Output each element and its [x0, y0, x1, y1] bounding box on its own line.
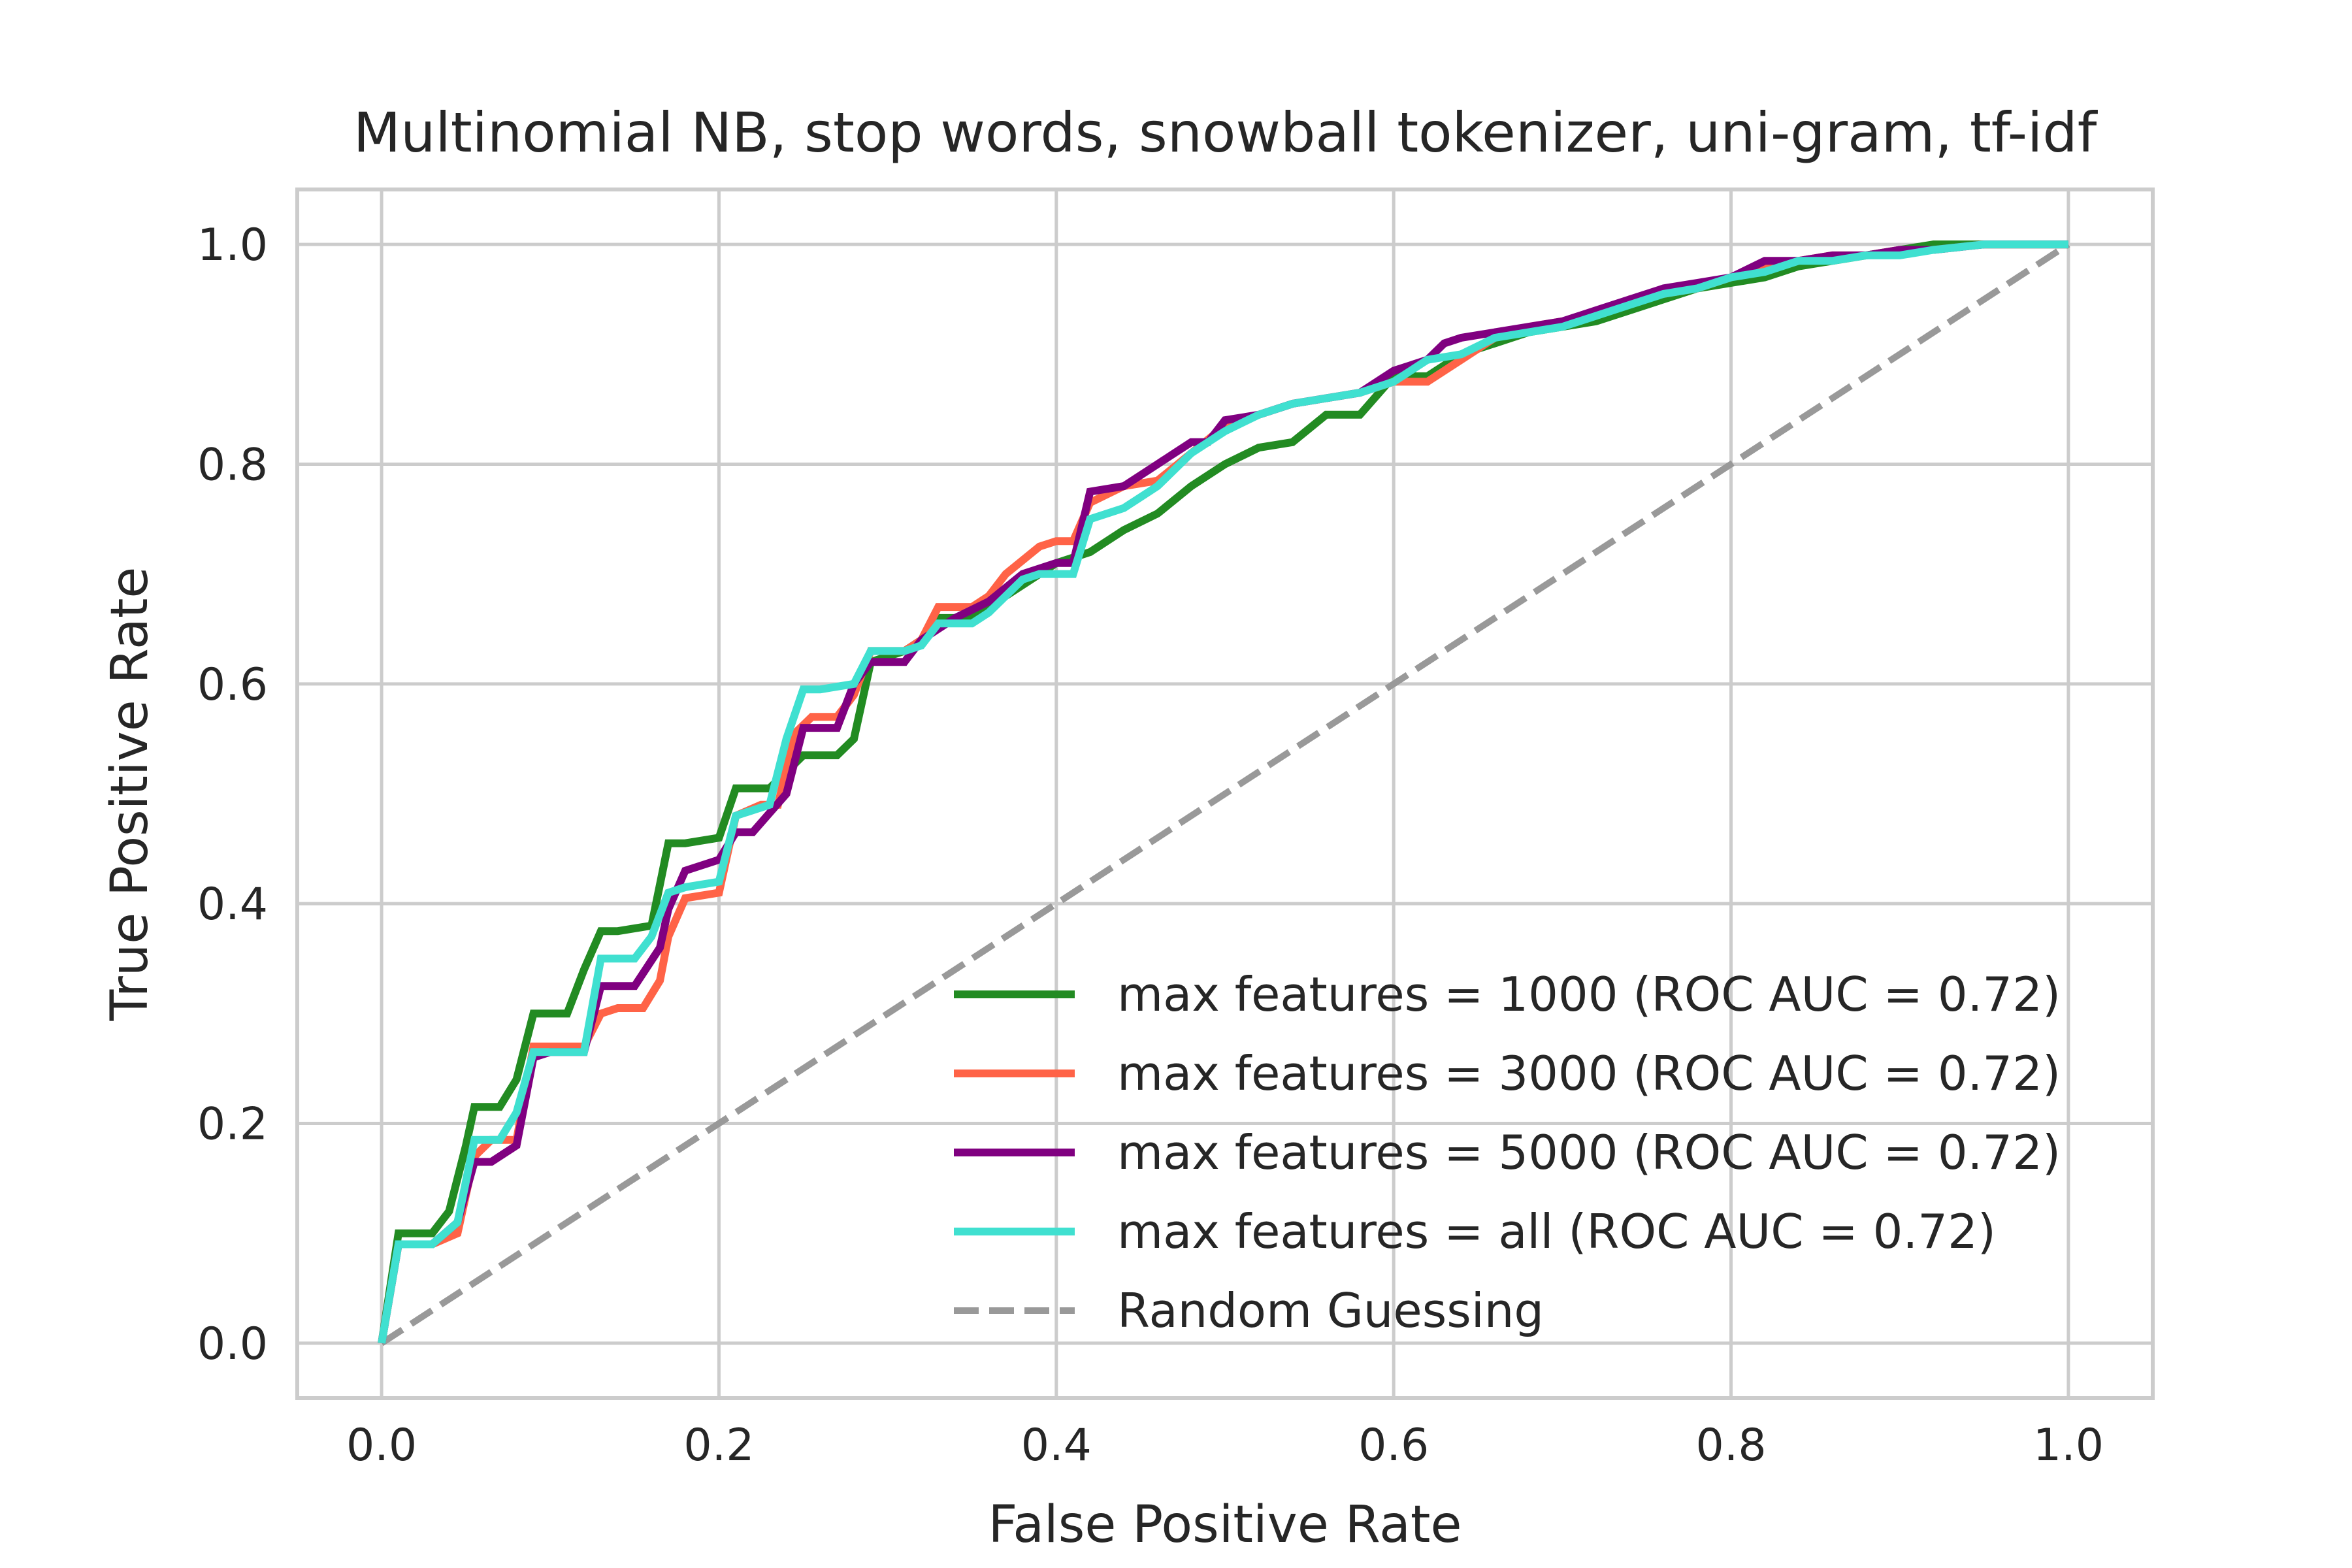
- random-guessing-line: [380, 241, 2070, 1347]
- legend-label-random-guessing: Random Guessing: [1117, 1283, 1544, 1338]
- y-tick-label: 0.8: [197, 439, 268, 491]
- gridlines: [297, 189, 2153, 1398]
- tick-labels: 0.0 0.2 0.4 0.6 0.8 1.0 0.0 0.2 0.4 0.6 0.8 1.0: [197, 220, 2104, 1471]
- plot-frame: [295, 188, 2155, 1400]
- y-axis-label: True Positive Rate: [101, 567, 159, 1022]
- y-tick-label: 0.2: [197, 1099, 268, 1151]
- chart-title: Multinomial NB, stop words, snowball tok…: [353, 101, 2099, 165]
- roc-curve-series-4: [378, 240, 2068, 1344]
- x-axis-label: False Positive Rate: [988, 1495, 1462, 1554]
- x-tick-label: 0.4: [1021, 1420, 1092, 1471]
- y-tick-label: 0.4: [197, 879, 268, 930]
- y-tick-label: 0.6: [197, 659, 268, 711]
- roc-curve-series-3: [378, 240, 2068, 1344]
- legend-label-series-1: max features = 1000 (ROC AUC = 0.72): [1117, 967, 2061, 1022]
- x-tick-label: 0.6: [1358, 1420, 1429, 1471]
- x-tick-label: 0.0: [346, 1420, 417, 1471]
- y-tick-label: 1.0: [197, 220, 268, 271]
- legend-label-series-2: max features = 3000 (ROC AUC = 0.72): [1117, 1046, 2061, 1101]
- x-tick-label: 1.0: [2033, 1420, 2104, 1471]
- legend: max features = 1000 (ROC AUC = 0.72) max …: [954, 967, 2061, 1338]
- x-tick-label: 0.2: [683, 1420, 754, 1471]
- legend-label-series-3: max features = 5000 (ROC AUC = 0.72): [1117, 1125, 2061, 1180]
- plot-series: [378, 240, 2070, 1347]
- legend-label-series-4: max features = all (ROC AUC = 0.72): [1117, 1204, 1996, 1259]
- x-tick-label: 0.8: [1695, 1420, 1766, 1471]
- y-tick-label: 0.0: [197, 1318, 268, 1370]
